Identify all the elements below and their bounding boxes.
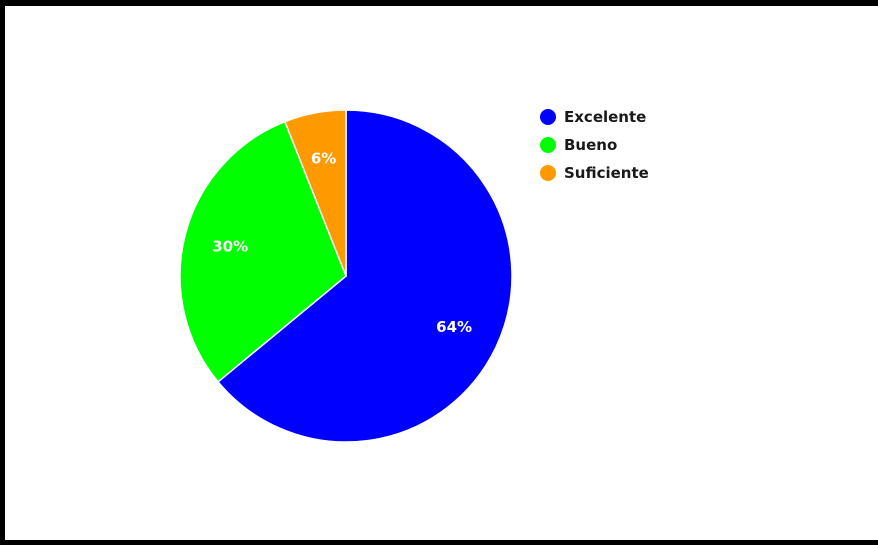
slice-label-suficiente: 6% (311, 150, 336, 168)
legend-swatch-suficiente (540, 165, 556, 181)
legend-swatch-excelente (540, 109, 556, 125)
legend: Excelente Bueno Suficiente (540, 108, 649, 182)
pie-slices (179, 109, 513, 443)
legend-label-suficiente[interactable]: Suficiente (564, 164, 649, 182)
pie-slice-suficiente[interactable] (283, 109, 347, 277)
pie-slice-labels: 64% 30% 6% (212, 150, 472, 336)
pie-slice-excelente[interactable] (217, 109, 513, 443)
slice-label-excelente: 64% (436, 318, 472, 336)
slice-label-bueno: 30% (212, 237, 248, 255)
legend-swatch-bueno (540, 137, 556, 153)
legend-label-excelente[interactable]: Excelente (564, 108, 646, 126)
legend-label-bueno[interactable]: Bueno (564, 136, 617, 154)
pie-slice-bueno[interactable] (179, 120, 347, 383)
